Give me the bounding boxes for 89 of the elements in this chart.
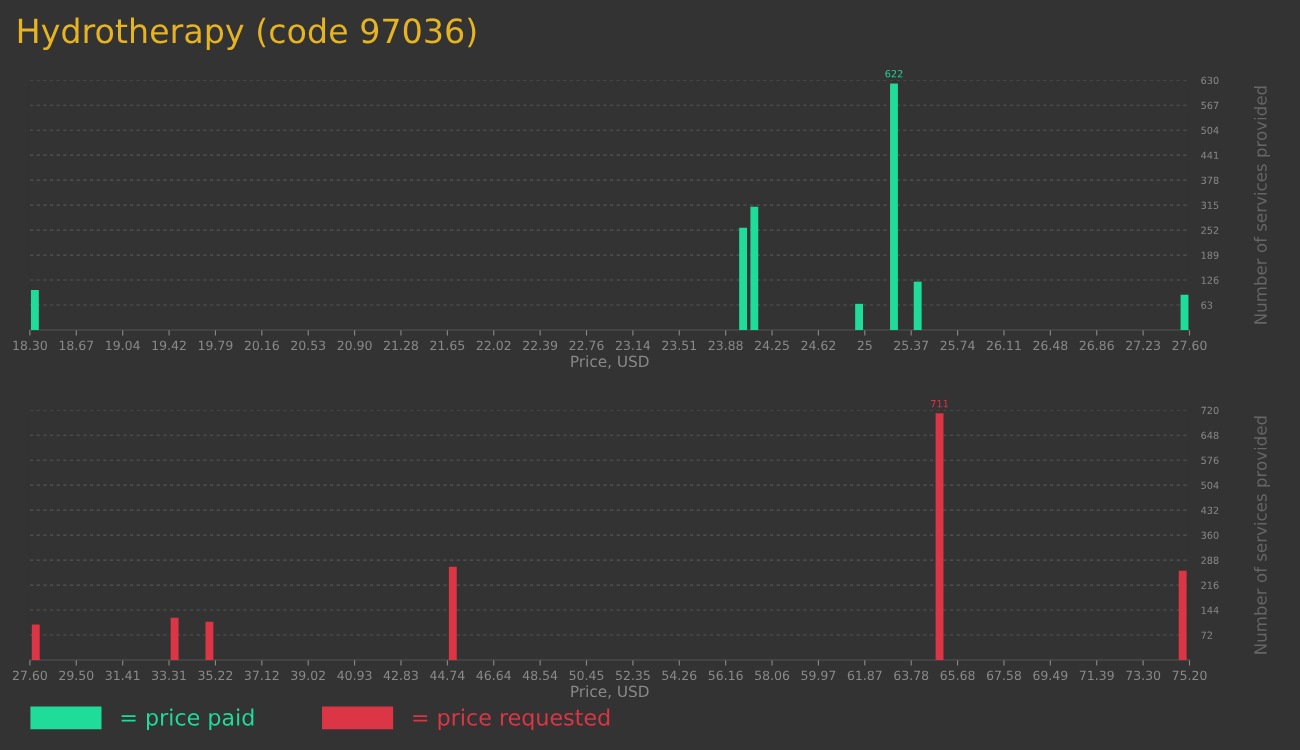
x-tick-label: 24.62 — [801, 340, 836, 351]
x-tick-label: 20.16 — [244, 340, 279, 351]
x-tick-label: 31.41 — [105, 670, 140, 681]
bar — [739, 227, 748, 330]
y-tick-label: 378 — [1201, 176, 1219, 184]
x-tick-label: 71.39 — [1079, 670, 1114, 681]
x-axis-title: Price, USD — [571, 355, 649, 369]
y-tick-label: 72 — [1201, 631, 1213, 639]
y-tick-label: 144 — [1201, 606, 1219, 614]
x-tick-label: 21.65 — [430, 340, 465, 351]
x-tick-label: 37.12 — [244, 670, 279, 681]
x-tick-label: 27.60 — [1172, 340, 1207, 351]
y-tick-label: 63 — [1201, 301, 1213, 309]
y-tick-label: 126 — [1201, 276, 1219, 284]
x-tick-label: 27.23 — [1126, 340, 1161, 351]
y-tick-label: 720 — [1201, 406, 1219, 415]
legend-label: = price paid — [121, 708, 254, 730]
x-tick-label: 23.88 — [708, 340, 743, 351]
x-tick-label: 75.20 — [1172, 670, 1207, 681]
y-tick-label: 504 — [1201, 126, 1219, 135]
x-tick-label: 27.60 — [12, 670, 47, 681]
bar — [170, 617, 179, 660]
x-tick-label: 46.64 — [476, 670, 511, 681]
x-tick-label: 48.54 — [522, 670, 558, 681]
x-tick-label: 52.35 — [615, 670, 650, 681]
x-tick-label: 26.11 — [986, 340, 1021, 351]
x-tick-label: 35.22 — [198, 670, 233, 681]
y-tick-label: 630 — [1201, 76, 1219, 85]
x-tick-label: 50.45 — [569, 670, 604, 681]
x-tick-label: 69.49 — [1033, 670, 1068, 681]
x-tick-label: 22.02 — [476, 340, 511, 351]
x-tick-label: 63.78 — [894, 670, 929, 681]
x-tick-label: 29.50 — [59, 670, 94, 681]
x-tick-label: 18.67 — [59, 340, 94, 351]
x-tick-label: 61.87 — [847, 670, 882, 681]
y-tick-label: 576 — [1201, 456, 1219, 465]
y-tick-label: 567 — [1201, 101, 1219, 110]
x-tick-label: 26.86 — [1079, 340, 1114, 351]
x-tick-label: 19.79 — [198, 340, 233, 351]
x-tick-label: 40.93 — [337, 670, 372, 681]
x-tick-label: 19.42 — [152, 340, 186, 351]
bar — [31, 624, 40, 660]
y-tick-label: 189 — [1201, 251, 1219, 259]
x-tick-label: 39.02 — [291, 670, 325, 681]
x-tick-label: 25.74 — [940, 340, 975, 351]
x-tick-label: 59.97 — [801, 670, 836, 681]
x-tick-label: 20.53 — [291, 340, 326, 351]
y-tick-label: 216 — [1201, 581, 1219, 589]
x-tick-label: 73.30 — [1126, 670, 1161, 681]
x-tick-label: 22.39 — [523, 340, 558, 351]
y-tick-label: 315 — [1201, 201, 1219, 209]
y-tick-label: 441 — [1201, 151, 1219, 159]
x-tick-label: 42.83 — [383, 670, 418, 681]
x-tick-label: 44.74 — [430, 670, 465, 680]
data-label: 711 — [931, 400, 948, 408]
y-tick-label: 360 — [1201, 531, 1219, 539]
chart-title: Hydrotherapy (code 97036) — [18, 17, 476, 50]
x-tick-label: 22.76 — [569, 340, 604, 351]
x-tick-label: 24.25 — [755, 340, 789, 351]
x-tick-label: 21.28 — [384, 340, 419, 351]
legend-label: = price requested — [413, 708, 610, 730]
x-tick-label: 33.31 — [152, 670, 186, 681]
x-tick-label: 56.16 — [708, 670, 743, 681]
x-tick-label: 58.06 — [755, 670, 790, 681]
x-tick-label: 19.04 — [106, 340, 140, 351]
x-tick-label: 67.58 — [986, 670, 1021, 681]
bar — [30, 289, 39, 330]
y-tick-label: 288 — [1201, 556, 1219, 564]
bar — [1178, 570, 1187, 660]
x-tick-label: 25.37 — [894, 340, 929, 351]
bar — [448, 566, 457, 660]
bar — [890, 83, 898, 330]
x-axis-title: Price, USD — [571, 685, 649, 699]
x-tick-label: 20.90 — [337, 340, 372, 351]
y-tick-label: 504 — [1201, 481, 1219, 490]
x-tick-label: 26.48 — [1033, 340, 1068, 351]
data-label: 622 — [885, 70, 903, 78]
y-tick-label: 432 — [1201, 506, 1219, 514]
x-tick-label: 65.68 — [940, 670, 975, 681]
x-tick-label: 18.30 — [13, 340, 47, 351]
x-tick-label: 54.26 — [662, 670, 697, 681]
y-tick-label: 252 — [1201, 226, 1219, 234]
y-tick-label: 648 — [1201, 431, 1219, 440]
bar — [750, 206, 759, 330]
bar — [855, 303, 864, 330]
bar — [913, 281, 922, 330]
x-tick-label: 23.14 — [615, 340, 651, 351]
x-tick-label: 23.51 — [662, 340, 697, 351]
x-tick-label: 25 — [857, 340, 872, 351]
